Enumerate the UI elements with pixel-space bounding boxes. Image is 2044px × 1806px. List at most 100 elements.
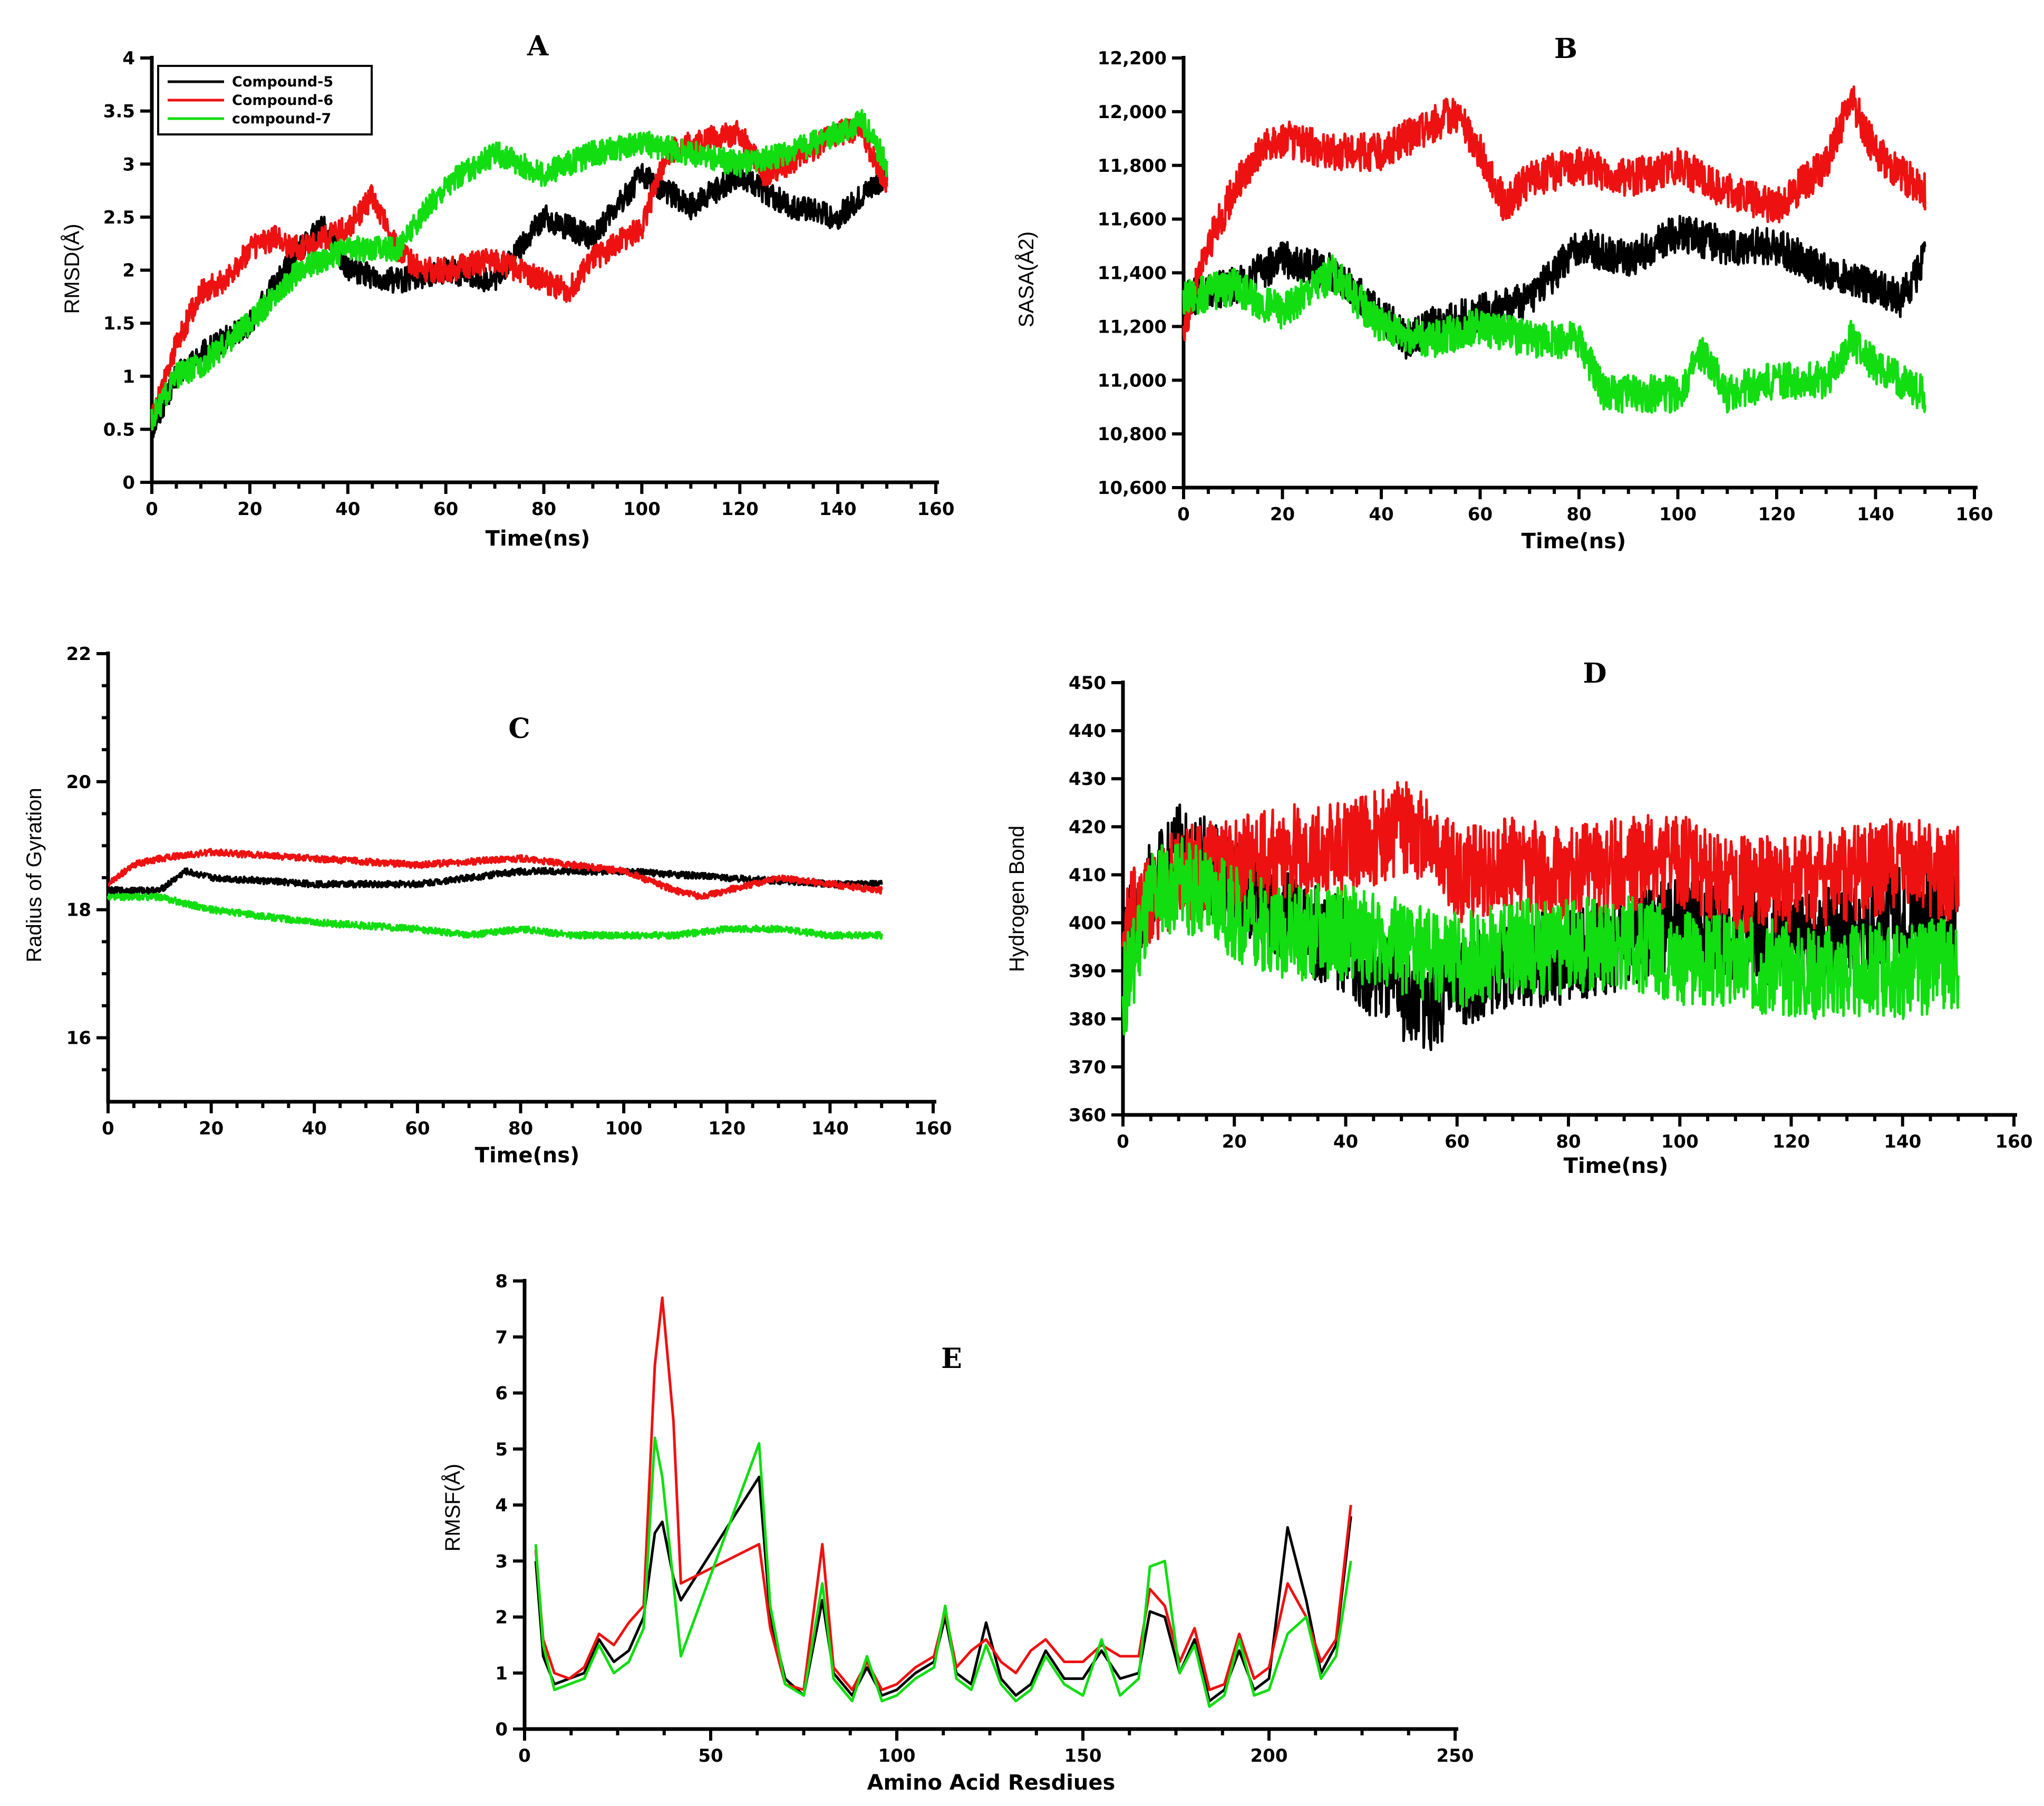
x-tick-label: 80: [1556, 1131, 1581, 1152]
x-tick-label: 20: [237, 499, 262, 520]
x-tick-label: 140: [1857, 504, 1894, 525]
y-tick-label: 400: [1069, 913, 1106, 934]
x-tick-label: 0: [518, 1745, 531, 1766]
legend-label-compound-7: compound-7: [232, 111, 331, 127]
panel-a-plot-area: 0 20 40 60 80 100 120 140 160 0 0.5 1 1.5 2 2.5 3 3.5 4: [103, 48, 955, 520]
x-tick-label: 100: [1659, 504, 1697, 525]
panel-a-x-axis-title: Time(ns): [486, 527, 590, 551]
legend-box: [157, 65, 373, 135]
y-tick-label: 2: [122, 260, 135, 281]
y-tick-label: 420: [1069, 817, 1106, 838]
legend: Compound-5 Compound-6 compound-7: [157, 65, 373, 135]
x-tick-label: 80: [1566, 504, 1591, 525]
panel-c-y-axis-title: Radius of Gyration: [23, 788, 46, 962]
x-tick-label: 140: [1884, 1131, 1921, 1152]
x-tick-label: 120: [721, 499, 759, 520]
x-tick-label: 100: [1661, 1131, 1699, 1152]
panel-c-series-compound-5: [106, 867, 883, 895]
x-tick-label: 100: [605, 1118, 643, 1139]
x-tick-label: 120: [708, 1118, 745, 1139]
x-tick-label: 80: [508, 1118, 533, 1139]
panel-c-radius-of-gyration-chart: 0 20 40 60 80 100 120 140 160 16 18 20 22 C Time(ns)…: [23, 644, 952, 1168]
x-tick-label: 150: [1064, 1745, 1102, 1766]
y-tick-label: 10,800: [1098, 424, 1167, 445]
y-tick-label: 370: [1069, 1057, 1106, 1078]
panel-b-y-axis-title: SASA(Å2): [1014, 231, 1038, 327]
y-tick-label: 1: [495, 1663, 508, 1684]
panel-a-label: A: [527, 30, 549, 62]
y-tick-label: 0: [495, 1719, 508, 1740]
panel-c-plot-area: 0 20 40 60 80 100 120 140 160 16 18 20 22: [66, 644, 952, 1139]
x-tick-label: 40: [302, 1118, 327, 1139]
y-tick-label: 11,800: [1098, 156, 1167, 177]
y-tick-label: 11,400: [1098, 263, 1167, 284]
panel-b-plot-area: 0 20 40 60 80 100 120 140 160 10,600 10,800 11,000 1…: [1098, 48, 1993, 525]
panel-d-label: D: [1583, 657, 1606, 690]
y-tick-label: 16: [66, 1028, 91, 1049]
panel-a-y-axis-title: RMSD(Å): [60, 224, 84, 314]
y-tick-label: 5: [495, 1439, 508, 1460]
panel-e-series-compound-7: [534, 1436, 1352, 1708]
x-tick-label: 200: [1251, 1745, 1288, 1766]
panel-a-series-compound-7: [150, 109, 888, 431]
y-tick-label: 10,600: [1098, 478, 1167, 499]
y-tick-label: 22: [66, 644, 91, 665]
y-tick-label: 0: [122, 472, 135, 493]
panel-e-plot-area: 0 50 100 150 200 250 0 1 2 3 4 5 6 7 8: [495, 1271, 1474, 1766]
x-tick-label: 0: [146, 499, 158, 520]
x-tick-label: 120: [1772, 1131, 1810, 1152]
x-tick-label: 60: [405, 1118, 430, 1139]
panel-b-x-axis-title: Time(ns): [1522, 529, 1626, 554]
panel-e-rmsf-chart: 0 50 100 150 200 250 0 1 2 3 4 5 6 7 8 E Amino Acid Re…: [441, 1271, 1474, 1795]
panel-b-sasa-chart: 0 20 40 60 80 100 120 140 160 10,600 10,800 11,000 1…: [1014, 33, 1993, 554]
y-tick-label: 450: [1069, 673, 1106, 694]
y-tick-label: 430: [1069, 769, 1106, 790]
x-tick-label: 40: [1333, 1131, 1358, 1152]
panel-b-series-compound-6: [1182, 85, 1926, 342]
x-tick-label: 140: [811, 1118, 849, 1139]
y-tick-label: 11,600: [1098, 209, 1167, 230]
panel-a-series-compound-6: [150, 118, 888, 428]
panel-a-rmsd-chart: 0 20 40 60 80 100 120 140 160 0 0.5 1 1.5 2 2.5 3 3.5 4 A…: [60, 30, 954, 551]
y-tick-label: 410: [1069, 865, 1106, 886]
panel-c-x-axis-title: Time(ns): [475, 1143, 580, 1168]
panel-e-x-axis-title: Amino Acid Resdiues: [867, 1771, 1116, 1795]
x-tick-label: 0: [1177, 504, 1190, 525]
x-tick-label: 100: [878, 1745, 916, 1766]
y-tick-label: 390: [1069, 961, 1106, 982]
legend-label-compound-5: Compound-5: [232, 74, 333, 90]
x-tick-label: 160: [1956, 504, 1993, 525]
x-tick-label: 100: [623, 499, 661, 520]
x-tick-label: 80: [531, 499, 556, 520]
y-tick-label: 2.5: [103, 207, 135, 228]
panel-c-series-compound-6: [107, 848, 883, 900]
y-tick-label: 440: [1069, 721, 1106, 742]
x-tick-label: 160: [915, 1118, 952, 1139]
y-tick-label: 8: [495, 1271, 508, 1292]
x-tick-label: 0: [1117, 1131, 1129, 1152]
y-tick-label: 18: [66, 900, 91, 921]
y-tick-label: 3.5: [103, 101, 135, 122]
y-tick-label: 3: [495, 1551, 508, 1572]
x-tick-label: 160: [1995, 1131, 2033, 1152]
y-tick-label: 1.5: [103, 313, 135, 334]
y-tick-label: 11,200: [1098, 316, 1167, 337]
y-tick-label: 1: [122, 366, 135, 387]
panel-e-y-axis-title: RMSF(Å): [441, 1464, 464, 1552]
y-tick-label: 0.5: [103, 419, 135, 440]
x-tick-label: 250: [1437, 1745, 1474, 1766]
panel-e-label: E: [941, 1343, 962, 1375]
panel-b-series-compound-7: [1182, 254, 1926, 414]
x-tick-label: 60: [1468, 504, 1493, 525]
x-tick-label: 40: [335, 499, 360, 520]
panel-d-plot-area: 0 20 40 60 80 100 120 140 160 360 370 380 390 400 410 4…: [1069, 673, 2032, 1152]
y-tick-label: 6: [495, 1383, 508, 1404]
x-tick-label: 20: [199, 1118, 224, 1139]
x-tick-label: 120: [1758, 504, 1796, 525]
panel-d-x-axis-title: Time(ns): [1564, 1154, 1669, 1178]
panel-d-series-compound-7: [1121, 837, 1960, 1036]
y-tick-label: 360: [1069, 1105, 1106, 1126]
y-tick-label: 20: [66, 772, 91, 793]
panel-b-label: B: [1554, 33, 1577, 65]
